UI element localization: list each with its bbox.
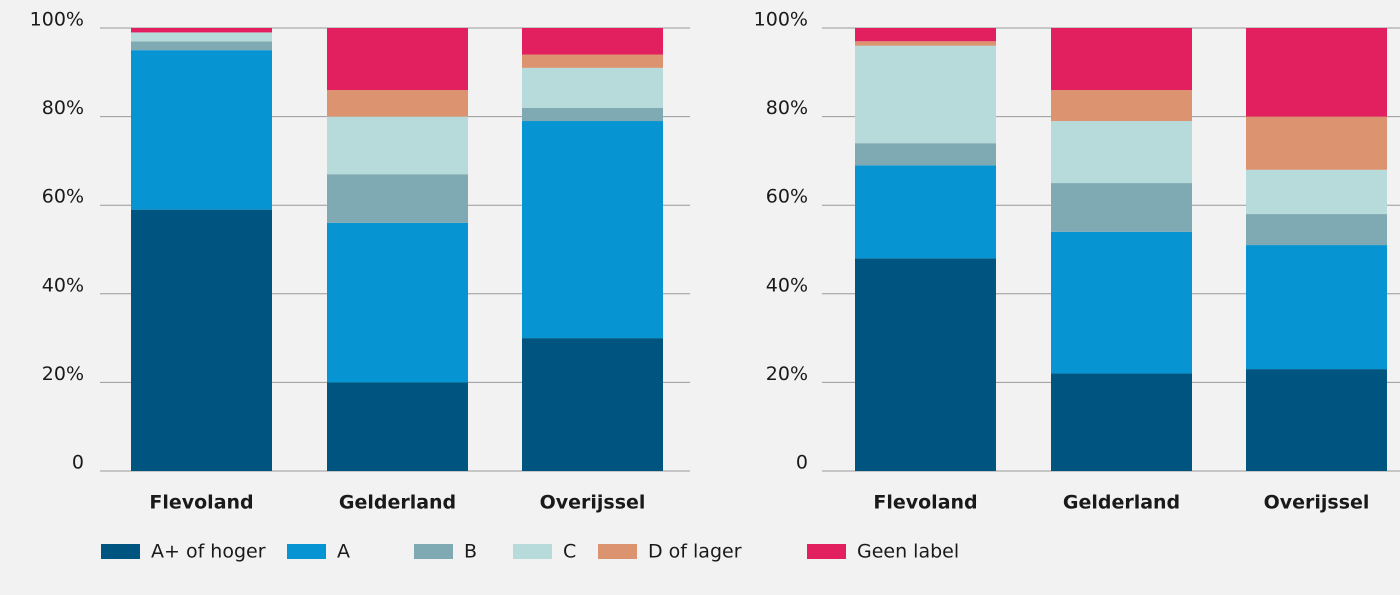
bar-segment — [522, 67, 663, 108]
bar-segment — [327, 174, 468, 223]
y-tick-label: 20% — [766, 363, 808, 385]
bar-segment — [1246, 169, 1387, 215]
bar-segment — [327, 28, 468, 91]
y-tick-label: 100% — [30, 9, 84, 31]
bar-segment — [1246, 369, 1387, 471]
bar-segment — [1051, 183, 1192, 232]
bar-segment — [855, 28, 996, 42]
legend-label: A — [337, 541, 350, 563]
bar-segment — [1246, 245, 1387, 370]
bar-segment — [855, 45, 996, 144]
legend-swatch — [287, 544, 326, 559]
y-tick-label: 80% — [42, 97, 84, 119]
y-tick-label: 40% — [766, 274, 808, 296]
bar-segment — [1051, 90, 1192, 122]
legend-label: Geen label — [857, 541, 959, 563]
bar-segment — [522, 107, 663, 122]
bar-segment — [131, 50, 272, 210]
bar-segment — [131, 28, 272, 33]
y-tick-label: 80% — [766, 97, 808, 119]
bar-segment — [855, 41, 996, 46]
legend-swatch — [513, 544, 552, 559]
bar-segment — [522, 121, 663, 339]
bar-segment — [1051, 28, 1192, 91]
bar-segment — [131, 209, 272, 471]
x-tick-label: Gelderland — [1063, 492, 1180, 514]
bar-segment — [327, 382, 468, 471]
bar-segment — [1051, 121, 1192, 184]
x-tick-label: Flevoland — [149, 492, 253, 514]
y-tick-label: 40% — [42, 274, 84, 296]
bar-segment — [522, 54, 663, 68]
legend-label: B — [464, 541, 477, 563]
legend-label: C — [563, 541, 576, 563]
bar-segment — [1246, 116, 1387, 170]
bar-segment — [522, 28, 663, 55]
legend-swatch — [414, 544, 453, 559]
bar-segment — [855, 258, 996, 471]
bar-segment — [1246, 28, 1387, 117]
x-tick-label: Overijssel — [540, 492, 646, 514]
y-tick-label: 20% — [42, 363, 84, 385]
x-tick-label: Gelderland — [339, 492, 456, 514]
bar-segment — [855, 143, 996, 166]
y-tick-label: 100% — [754, 9, 808, 31]
legend-swatch — [598, 544, 637, 559]
legend-label: A+ of hoger — [151, 541, 266, 563]
bar-segment — [327, 90, 468, 117]
bar-segment — [131, 32, 272, 42]
y-tick-label: 60% — [42, 186, 84, 208]
legend-label: D of lager — [648, 541, 742, 563]
bar-segment — [522, 338, 663, 471]
bar-segment — [1051, 373, 1192, 471]
legend-swatch — [101, 544, 140, 559]
bar-segment — [131, 41, 272, 51]
x-tick-label: Flevoland — [873, 492, 977, 514]
bar-segment — [327, 116, 468, 175]
bar-segment — [1246, 214, 1387, 246]
bar-segment — [1051, 231, 1192, 374]
y-tick-label: 0 — [796, 452, 808, 474]
bar-segment — [855, 165, 996, 259]
y-tick-label: 60% — [766, 186, 808, 208]
bar-segment — [327, 222, 468, 383]
y-tick-label: 0 — [72, 452, 84, 474]
legend-swatch — [807, 544, 846, 559]
x-tick-label: Overijssel — [1264, 492, 1370, 514]
